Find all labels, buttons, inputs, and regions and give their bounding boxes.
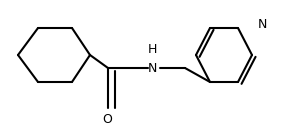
Text: O: O [102,113,112,126]
Text: H: H [147,43,157,56]
Text: N: N [147,62,157,74]
Text: N: N [258,18,267,32]
